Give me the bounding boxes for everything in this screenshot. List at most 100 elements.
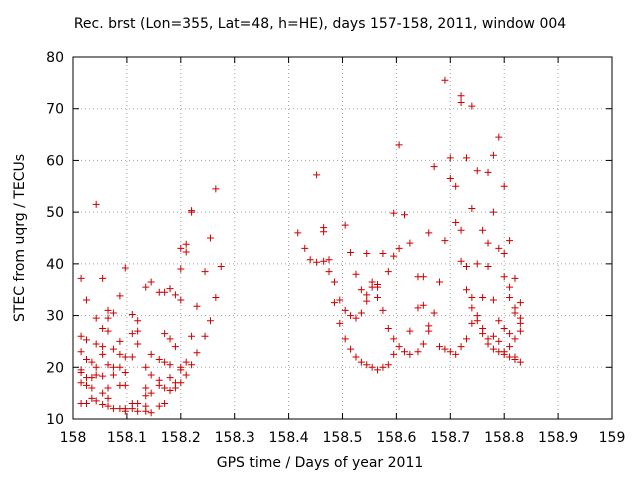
data-point [436, 343, 444, 351]
data-point [357, 286, 365, 294]
data-point [495, 337, 503, 345]
data-point [479, 293, 487, 301]
data-point [390, 252, 398, 260]
data-point [104, 402, 112, 410]
data-point [484, 262, 492, 270]
x-tick-label: 158.1 [107, 430, 147, 446]
data-point [441, 237, 449, 245]
data-point [446, 154, 454, 162]
data-point [147, 371, 155, 379]
x-tick-label: 158.3 [215, 430, 255, 446]
data-point [104, 314, 112, 322]
data-point [82, 356, 90, 364]
data-point [457, 226, 465, 234]
x-tick-label: 158.2 [161, 430, 201, 446]
data-point [182, 240, 190, 248]
data-point [341, 335, 349, 343]
data-point [425, 229, 433, 237]
data-point [395, 244, 403, 252]
data-point [506, 237, 514, 245]
data-point [92, 314, 100, 322]
data-point [347, 248, 355, 256]
data-point [347, 345, 355, 353]
data-point [406, 350, 414, 358]
data-point [301, 244, 309, 252]
data-point [212, 293, 220, 301]
y-tick-label: 30 [46, 309, 64, 325]
data-point [506, 343, 514, 351]
data-point [430, 163, 438, 171]
data-point [374, 366, 382, 374]
data-point [484, 239, 492, 247]
data-point [142, 392, 150, 400]
data-point [419, 340, 427, 348]
data-point [363, 297, 371, 305]
data-point [121, 368, 129, 376]
data-point [155, 356, 163, 364]
data-point [395, 141, 403, 149]
data-point [166, 285, 174, 293]
chart-title: Rec. brst (Lon=355, Lat=48, h=HE), days … [73, 16, 567, 32]
data-point [436, 278, 444, 286]
data-point [468, 205, 476, 213]
data-point [92, 340, 100, 348]
data-point [177, 296, 185, 304]
data-point [147, 278, 155, 286]
data-point [99, 389, 107, 397]
data-points [77, 76, 524, 417]
data-point [182, 248, 190, 256]
data-point [506, 283, 514, 291]
data-point [495, 317, 503, 325]
data-point [161, 384, 169, 392]
data-point [294, 229, 302, 237]
data-point [462, 286, 470, 294]
data-point [479, 330, 487, 338]
data-point [121, 407, 129, 415]
x-tick-label: 158.7 [430, 430, 470, 446]
data-point [473, 167, 481, 175]
data-point [414, 304, 422, 312]
data-point [82, 381, 90, 389]
data-point [320, 257, 328, 265]
data-point [489, 332, 497, 340]
data-point [128, 330, 136, 338]
data-point [341, 221, 349, 229]
data-point [116, 350, 124, 358]
data-point [500, 350, 508, 358]
x-tick-label: 158.4 [269, 430, 309, 446]
data-point [121, 264, 129, 272]
data-point [134, 317, 142, 325]
data-point [379, 250, 387, 258]
y-tick-label: 40 [46, 257, 64, 273]
data-point [384, 325, 392, 332]
data-point [217, 262, 225, 270]
data-point [104, 384, 112, 392]
data-point [325, 268, 333, 276]
data-point [363, 291, 371, 299]
data-point [134, 407, 142, 415]
data-point [188, 332, 196, 340]
data-point [457, 92, 465, 100]
data-point [363, 250, 371, 258]
data-point [77, 348, 85, 356]
data-point [188, 361, 196, 369]
x-tick-label: 158.6 [376, 430, 416, 446]
data-point [166, 361, 174, 369]
data-point [306, 256, 314, 264]
data-point [457, 99, 465, 107]
data-point [390, 209, 398, 217]
data-point [368, 363, 376, 371]
data-point [206, 234, 214, 242]
data-point [336, 319, 344, 327]
data-point [473, 317, 481, 325]
data-point [462, 154, 470, 162]
grid [73, 57, 612, 419]
data-point [511, 274, 519, 282]
data-point [193, 302, 201, 310]
data-point [400, 211, 408, 219]
data-point [419, 273, 427, 281]
data-point [82, 399, 90, 407]
data-point [457, 343, 465, 351]
data-point [188, 208, 196, 216]
data-point [473, 260, 481, 268]
